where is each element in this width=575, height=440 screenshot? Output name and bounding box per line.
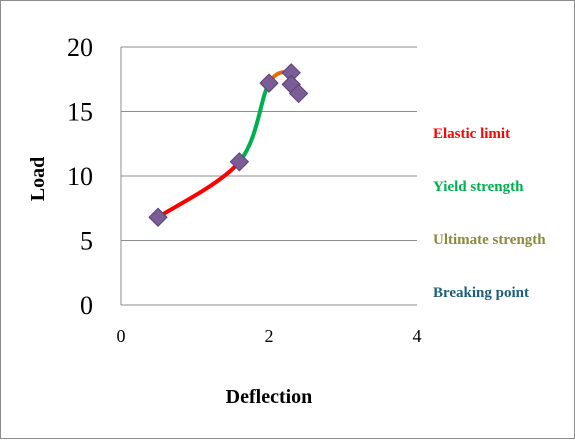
legend-item-1: Yield strength [433, 179, 524, 195]
curve-segments [156, 70, 301, 220]
y-tick-label: 10 [67, 162, 93, 191]
y-tick-label: 20 [67, 33, 93, 62]
y-tick-label: 5 [80, 227, 93, 256]
data-markers [148, 63, 309, 227]
x-tick-label: 2 [265, 326, 274, 346]
x-tick-label: 4 [413, 326, 422, 346]
data-point-2 [259, 73, 279, 93]
y-tick-label: 15 [67, 98, 93, 127]
y-tick-label: 0 [80, 291, 93, 320]
legend-item-3: Breaking point [433, 285, 529, 301]
legend: Elastic limit Yield strength Ultimate stre… [433, 126, 546, 301]
curve-segment-0 [156, 159, 242, 220]
y-axis-title: Load [27, 157, 49, 201]
curve-segment-1 [237, 81, 271, 164]
gridlines [120, 46, 417, 306]
legend-item-0: Elastic limit [433, 126, 510, 142]
legend-item-2: Ultimate strength [433, 232, 546, 248]
data-point-0 [148, 207, 168, 227]
data-point-1 [229, 152, 250, 172]
x-tick-label: 0 [117, 326, 126, 346]
x-axis-title: Deflection [226, 386, 313, 408]
tick-labels: 0 5 10 15 20 0 2 4 [67, 33, 422, 346]
data-point-5 [288, 83, 309, 104]
